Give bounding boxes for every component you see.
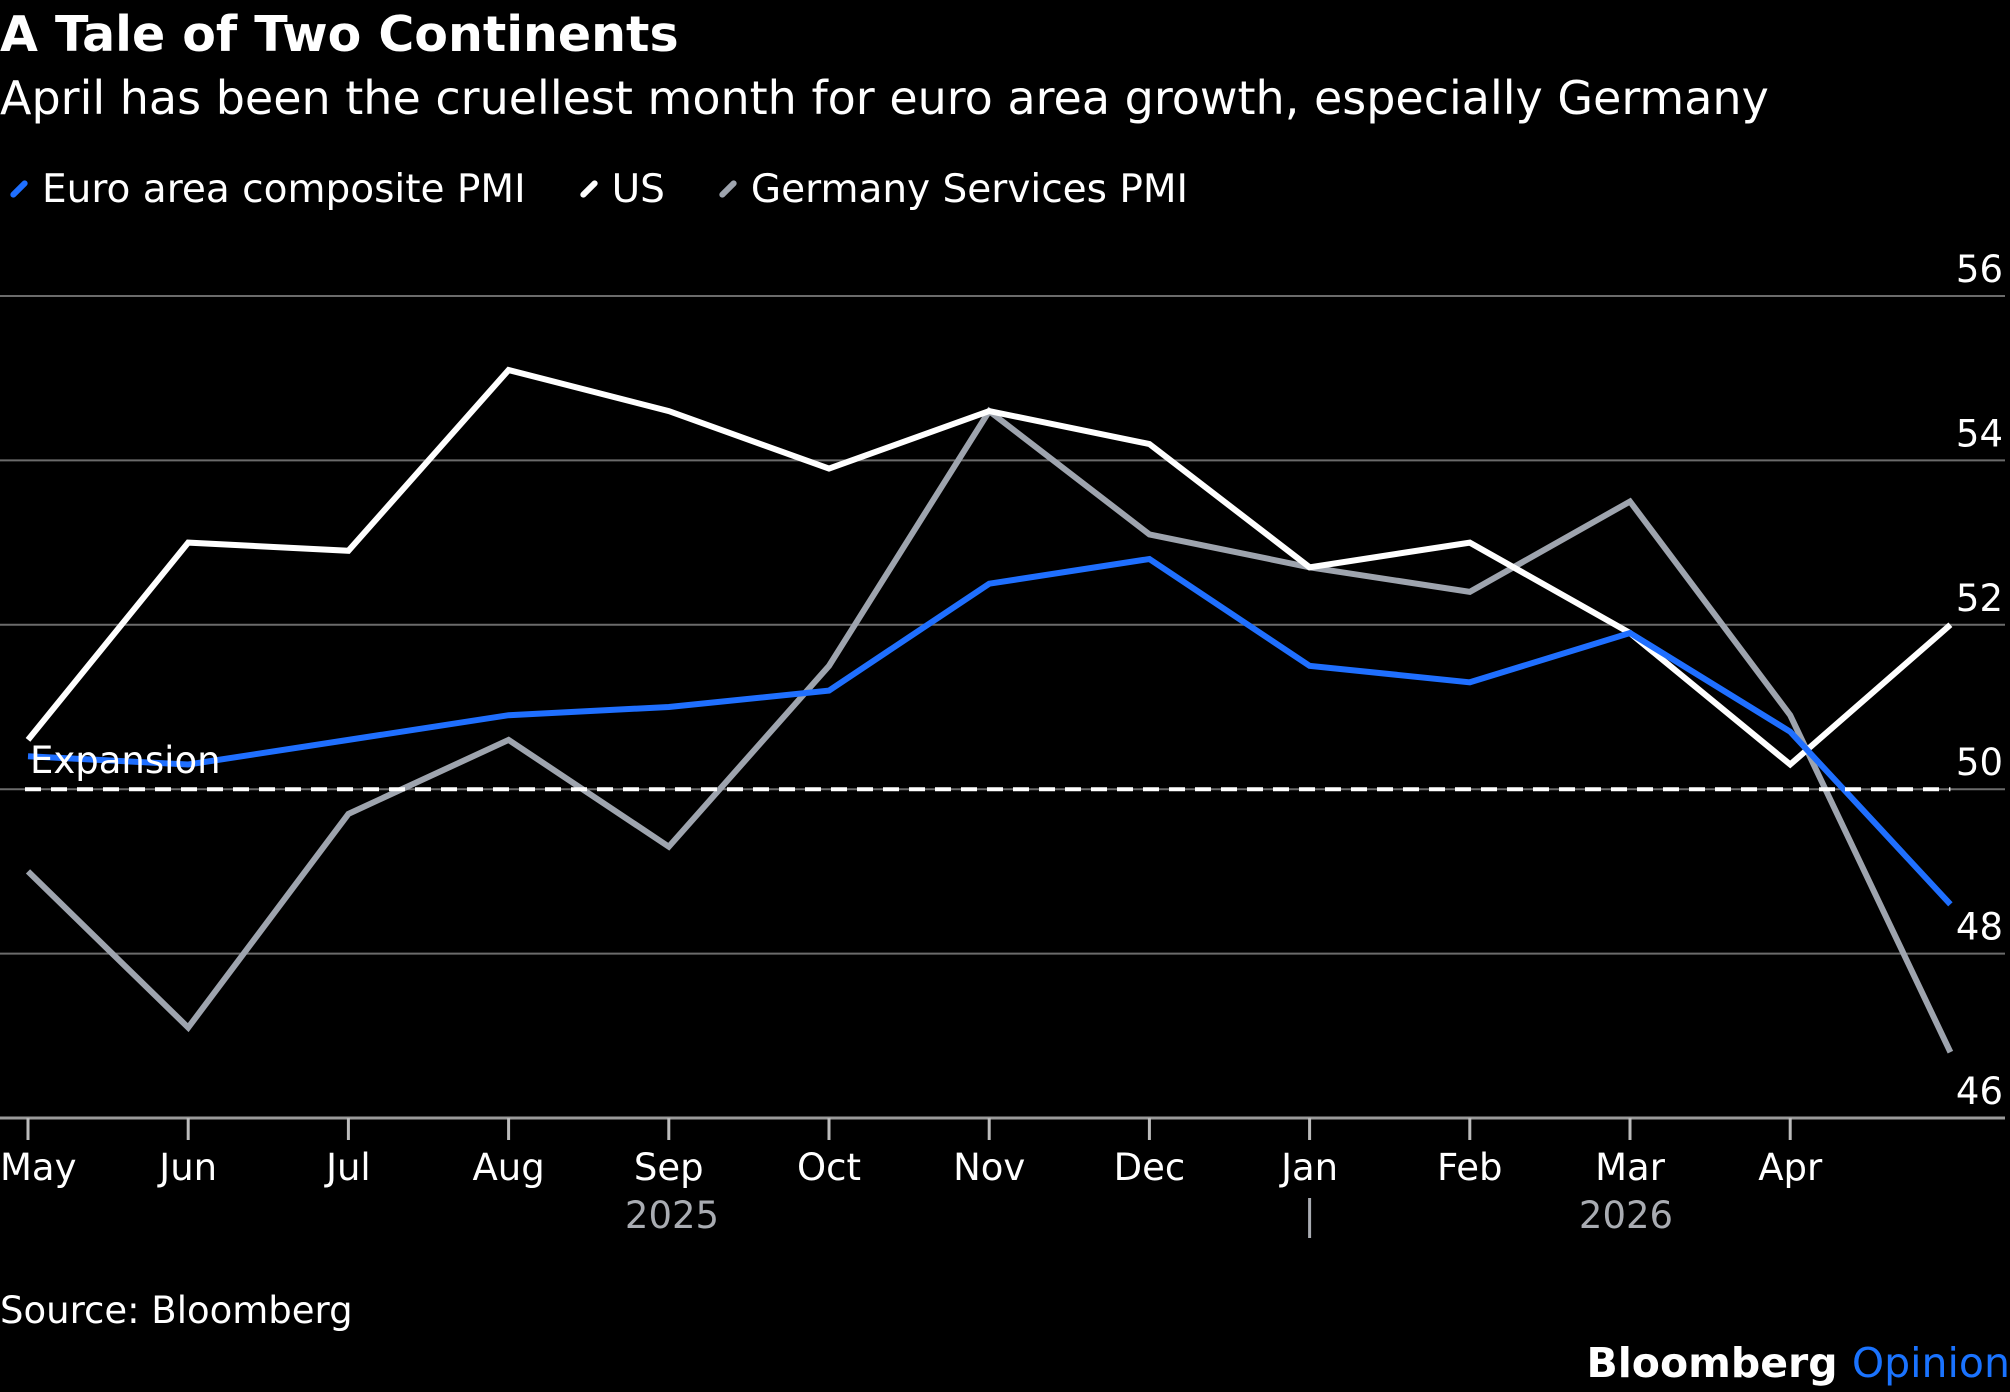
series-line: [27, 555, 1953, 907]
legend: Euro area composite PMI US Germany Service…: [0, 164, 1232, 214]
brand-logo: Bloomberg Opinion: [1586, 1337, 2010, 1389]
x-tick-label: Dec: [1114, 1146, 1186, 1189]
y-axis-labels: 46 48 50 52 54 56: [1956, 248, 2003, 1113]
y-tick-label: 56: [1956, 248, 2003, 291]
x-tick-label: Nov: [953, 1146, 1025, 1189]
brand-name: Bloomberg: [1586, 1339, 1838, 1387]
y-tick-label: 50: [1956, 741, 2003, 784]
reference-line-label: Expansion: [30, 739, 221, 782]
series-layer: [25, 366, 1954, 1054]
x-tick-label: Oct: [797, 1146, 861, 1189]
series-line: [25, 406, 1954, 1054]
line-chart: May Jun Jul Aug Sep Oct Nov Dec Jan Feb Mar Apr 2025…: [0, 248, 2005, 1238]
year-label: 2025: [625, 1194, 719, 1237]
legend-item: Euro area composite PMI: [0, 167, 526, 212]
legend-label: US: [611, 166, 665, 212]
y-tick-label: 48: [1956, 906, 2003, 949]
x-tick-label: Apr: [1758, 1146, 1823, 1189]
y-tick-label: 52: [1956, 577, 2003, 620]
x-tick-label: Feb: [1437, 1146, 1503, 1189]
x-tick-label: Jul: [324, 1146, 371, 1189]
legend-item: US: [570, 167, 665, 212]
y-tick-label: 54: [1956, 412, 2003, 455]
y-tick-label: 46: [1956, 1070, 2003, 1113]
x-tick-label: Sep: [634, 1146, 704, 1189]
legend-item: Germany Services PMI: [709, 167, 1188, 212]
x-tick-label: May: [0, 1146, 77, 1189]
legend-label: Germany Services PMI: [750, 166, 1189, 212]
chart-title: A Tale of Two Continents: [0, 6, 679, 63]
x-tick-label: Jun: [157, 1146, 217, 1189]
year-label: 2026: [1579, 1194, 1673, 1237]
reference-line-layer: Expansion: [25, 739, 1951, 792]
x-tick-label: Aug: [472, 1146, 544, 1189]
chart-subtitle: April has been the cruellest month for e…: [0, 71, 1769, 125]
x-axis: May Jun Jul Aug Sep Oct Nov Dec Jan Feb Mar Apr 2025…: [0, 1118, 1823, 1238]
legend-label: Euro area composite PMI: [42, 166, 526, 212]
series-line: [25, 366, 1953, 769]
source-note: Source: Bloomberg: [0, 1289, 353, 1332]
x-tick-label: Mar: [1595, 1146, 1666, 1189]
x-tick-label: Jan: [1279, 1146, 1338, 1189]
brand-suffix: Opinion: [1851, 1339, 2010, 1387]
